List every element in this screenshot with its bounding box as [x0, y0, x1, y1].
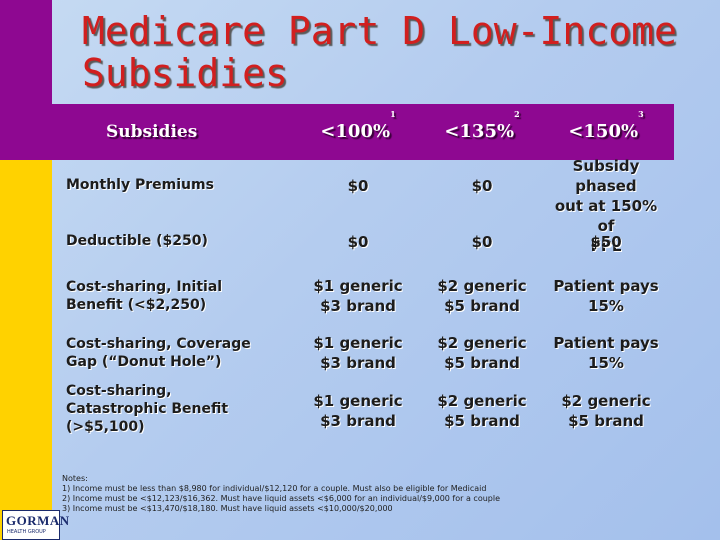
cell-line: $2 generic [437, 392, 527, 410]
cell-line: Subsidy phased [572, 157, 640, 195]
cell-line: $0 [347, 233, 369, 251]
cell-line: $3 brand [320, 354, 396, 372]
cell-line: $50 [590, 233, 622, 251]
cell-line: $0 [471, 233, 493, 251]
cell-line: $2 generic [561, 392, 651, 410]
company-logo: GORMAN HEALTH GROUP [2, 510, 69, 540]
cell-line: 15% [588, 297, 624, 315]
logo-tagline: HEALTH GROUP [7, 529, 46, 535]
header-col-150-label: <150% [568, 121, 639, 142]
table-row-catastrophic-benefit: Cost-sharing, Catastrophic Benefit (>$5,… [52, 382, 674, 442]
cell-col-100: $0 [296, 232, 420, 252]
header-col-150: <150% 3 [544, 104, 668, 160]
cell-line: $3 brand [320, 412, 396, 430]
cell-col-150: $50 [544, 232, 668, 252]
row-label-line: (>$5,100) [66, 419, 145, 435]
cell-col-100: $0 [296, 176, 420, 196]
logo-wordmark: GORMAN [6, 513, 70, 528]
cell-col-100: $1 generic $3 brand [296, 391, 420, 431]
cell-line: Patient pays [553, 334, 659, 352]
cell-line: $5 brand [568, 412, 644, 430]
row-label: Cost-sharing, Catastrophic Benefit (>$5,… [66, 382, 286, 436]
cell-line: $0 [347, 177, 369, 195]
cell-line: $1 generic [313, 334, 403, 352]
table-header-band [52, 104, 674, 160]
cell-col-135: $2 generic $5 brand [420, 333, 544, 373]
cell-line: $5 brand [444, 297, 520, 315]
table-row-monthly-premiums: Monthly Premiums $0 $0 Subsidy phased ou… [52, 156, 674, 255]
footnote-item: 3) Income must be <$13,470/$18,180. Must… [62, 504, 393, 513]
footnotes: Notes: 1) Income must be less than $8,98… [62, 474, 622, 514]
header-col-135-note: 2 [514, 109, 520, 119]
cell-col-135: $2 generic $5 brand [420, 391, 544, 431]
cell-line: Patient pays [553, 277, 659, 295]
cell-line: $2 generic [437, 334, 527, 352]
header-col-100-label: <100% [320, 121, 391, 142]
row-label-line: Catastrophic Benefit [66, 401, 229, 417]
footnote-item: 2) Income must be <$12,123/$16,362. Must… [62, 494, 500, 503]
slide-title-line-1: Medicare Part D Low-Income [82, 9, 677, 53]
header-col-150-note: 3 [638, 109, 644, 119]
row-label: Cost-sharing, Coverage Gap (“Donut Hole”… [66, 335, 286, 371]
header-col-100: <100% 1 [296, 104, 420, 160]
cell-line: $1 generic [313, 277, 403, 295]
header-subsidies: Subsidies [106, 122, 198, 142]
cell-col-135: $0 [420, 232, 544, 252]
cell-col-150: Patient pays 15% [544, 333, 668, 373]
footnote-item: 1) Income must be less than $8,980 for i… [62, 484, 487, 493]
left-accent-bar-yellow [0, 160, 52, 540]
cell-col-100: $1 generic $3 brand [296, 276, 420, 316]
cell-line: FPL [590, 237, 622, 255]
cell-line: $5 brand [444, 354, 520, 372]
cell-col-150: Subsidy phased out at 150% of FPL [544, 156, 668, 256]
row-label: Cost-sharing, Initial Benefit (<$2,250) [66, 278, 286, 314]
row-label-line: Cost-sharing, Coverage [66, 336, 251, 352]
row-label-line: Monthly Premiums [66, 177, 214, 193]
cell-line: 15% [588, 354, 624, 372]
cell-line: $1 generic [313, 392, 403, 410]
header-col-135-label: <135% [444, 121, 515, 142]
row-label: Monthly Premiums [66, 176, 286, 194]
header-col-135: <135% 2 [420, 104, 544, 160]
row-label-line: Benefit (<$2,250) [66, 297, 207, 313]
cell-line: $0 [471, 177, 493, 195]
cell-col-100: $1 generic $3 brand [296, 333, 420, 373]
row-label: Deductible ($250) [66, 232, 286, 250]
footnotes-heading: Notes: [62, 474, 88, 483]
slide-title-line-2: Subsidies [82, 51, 288, 95]
row-label-line: Cost-sharing, [66, 383, 172, 399]
cell-col-150: Patient pays 15% [544, 276, 668, 316]
cell-line: $5 brand [444, 412, 520, 430]
table-row-coverage-gap: Cost-sharing, Coverage Gap (“Donut Hole”… [52, 333, 674, 377]
row-label-line: Deductible ($250) [66, 233, 208, 249]
table-row-initial-benefit: Cost-sharing, Initial Benefit (<$2,250) … [52, 276, 674, 320]
row-label-line: Cost-sharing, Initial [66, 279, 223, 295]
cell-col-150: $2 generic $5 brand [544, 391, 668, 431]
left-accent-bar-purple [0, 0, 52, 160]
cell-line: $3 brand [320, 297, 396, 315]
cell-line: $2 generic [437, 277, 527, 295]
cell-line: out at 150% of [554, 197, 658, 235]
row-label-line: Gap (“Donut Hole”) [66, 354, 222, 370]
header-col-100-note: 1 [390, 109, 396, 119]
table-row-deductible: Deductible ($250) $0 $0 $50 [52, 228, 674, 256]
slide-title: Medicare Part D Low-Income Subsidies [82, 10, 677, 94]
cell-col-135: $2 generic $5 brand [420, 276, 544, 316]
cell-col-135: $0 [420, 176, 544, 196]
